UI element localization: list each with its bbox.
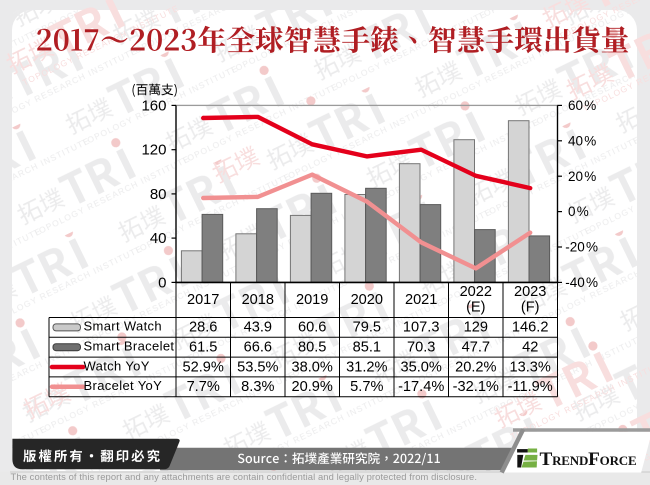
svg-text:13.3%: 13.3%	[510, 359, 551, 375]
svg-text:(F): (F)	[521, 300, 540, 316]
svg-text:70.3: 70.3	[407, 340, 435, 356]
svg-text:20.9%: 20.9%	[292, 379, 333, 395]
svg-text:107.3: 107.3	[403, 320, 440, 336]
svg-text:52.9%: 52.9%	[183, 359, 224, 375]
svg-text:60%: 60%	[568, 98, 596, 113]
svg-text:-40%: -40%	[565, 275, 598, 290]
svg-text:160: 160	[141, 97, 166, 114]
svg-text:85.1: 85.1	[353, 340, 381, 356]
svg-text:Watch YoY: Watch YoY	[84, 358, 150, 373]
svg-text:8.3%: 8.3%	[241, 379, 274, 395]
svg-text:53.5%: 53.5%	[237, 359, 278, 375]
svg-text:2020: 2020	[351, 292, 383, 308]
svg-text:-17.4%: -17.4%	[398, 379, 444, 395]
svg-text:42: 42	[522, 340, 538, 356]
svg-text:61.5: 61.5	[189, 340, 217, 356]
svg-text:-11.9%: -11.9%	[508, 379, 553, 395]
svg-text:The contents of this report an: The contents of this report and any atta…	[11, 471, 478, 482]
svg-text:Bracelet YoY: Bracelet YoY	[84, 378, 163, 393]
svg-text:80.5: 80.5	[298, 340, 326, 356]
svg-text:79.5: 79.5	[353, 320, 381, 336]
svg-text:47.7: 47.7	[462, 340, 490, 356]
svg-text:60.6: 60.6	[298, 320, 326, 336]
svg-text:2022: 2022	[460, 284, 492, 300]
svg-text:31.2%: 31.2%	[346, 359, 387, 375]
svg-text:2018: 2018	[242, 292, 274, 308]
svg-text:28.6: 28.6	[189, 320, 217, 336]
svg-text:TrendForce: TrendForce	[540, 449, 637, 470]
svg-text:2023: 2023	[514, 284, 546, 300]
svg-text:-20%: -20%	[565, 240, 598, 255]
svg-text:129: 129	[464, 320, 488, 336]
svg-text:5.7%: 5.7%	[350, 379, 383, 395]
svg-text:35.0%: 35.0%	[401, 359, 442, 375]
svg-text:146.2: 146.2	[512, 320, 549, 336]
svg-text:43.9: 43.9	[244, 320, 272, 336]
svg-text:0%: 0%	[568, 204, 589, 219]
svg-text:66.6: 66.6	[244, 340, 272, 356]
svg-text:80: 80	[150, 186, 167, 203]
svg-text:2021: 2021	[405, 292, 437, 308]
svg-text:0: 0	[158, 274, 166, 291]
svg-text:2017: 2017	[187, 292, 219, 308]
svg-text:40: 40	[150, 230, 167, 247]
svg-text:20%: 20%	[568, 169, 596, 184]
svg-text:40%: 40%	[568, 133, 596, 148]
svg-text:2019: 2019	[296, 292, 328, 308]
svg-text:Smart Bracelet: Smart Bracelet	[84, 339, 175, 354]
svg-text:7.7%: 7.7%	[187, 379, 220, 395]
svg-text:120: 120	[141, 142, 166, 159]
svg-text:-32.1%: -32.1%	[453, 379, 499, 395]
svg-text:(E): (E)	[466, 300, 485, 316]
svg-text:20.2%: 20.2%	[455, 359, 496, 375]
svg-text:Smart Watch: Smart Watch	[84, 319, 163, 334]
svg-text:38.0%: 38.0%	[292, 359, 333, 375]
